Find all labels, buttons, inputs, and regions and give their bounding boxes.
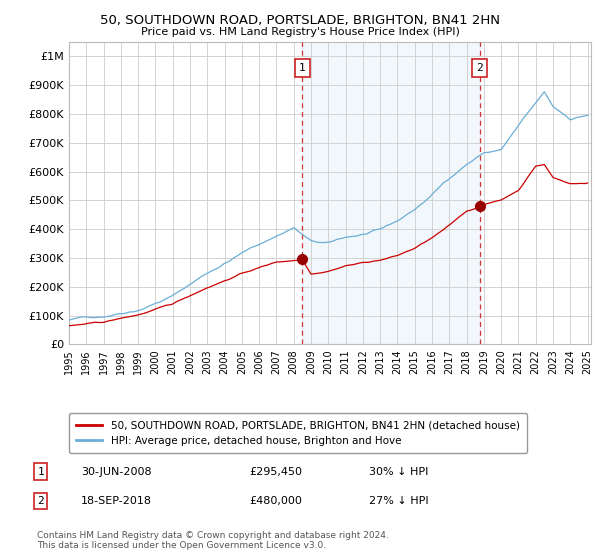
Bar xyxy=(302,42,479,344)
Text: Contains HM Land Registry data © Crown copyright and database right 2024.
This d: Contains HM Land Registry data © Crown c… xyxy=(37,530,389,550)
Legend: 50, SOUTHDOWN ROAD, PORTSLADE, BRIGHTON, BN41 2HN (detached house), HPI: Average: 50, SOUTHDOWN ROAD, PORTSLADE, BRIGHTON,… xyxy=(69,413,527,454)
Text: 1: 1 xyxy=(299,63,306,73)
Text: 27% ↓ HPI: 27% ↓ HPI xyxy=(369,496,428,506)
Text: 18-SEP-2018: 18-SEP-2018 xyxy=(81,496,152,506)
Text: £295,450: £295,450 xyxy=(249,466,302,477)
Text: 30% ↓ HPI: 30% ↓ HPI xyxy=(369,466,428,477)
Text: 2: 2 xyxy=(37,496,44,506)
Text: £480,000: £480,000 xyxy=(249,496,302,506)
Text: 2: 2 xyxy=(476,63,483,73)
Text: Price paid vs. HM Land Registry's House Price Index (HPI): Price paid vs. HM Land Registry's House … xyxy=(140,27,460,37)
Text: 1: 1 xyxy=(37,466,44,477)
Text: 30-JUN-2008: 30-JUN-2008 xyxy=(81,466,152,477)
Text: 50, SOUTHDOWN ROAD, PORTSLADE, BRIGHTON, BN41 2HN: 50, SOUTHDOWN ROAD, PORTSLADE, BRIGHTON,… xyxy=(100,14,500,27)
